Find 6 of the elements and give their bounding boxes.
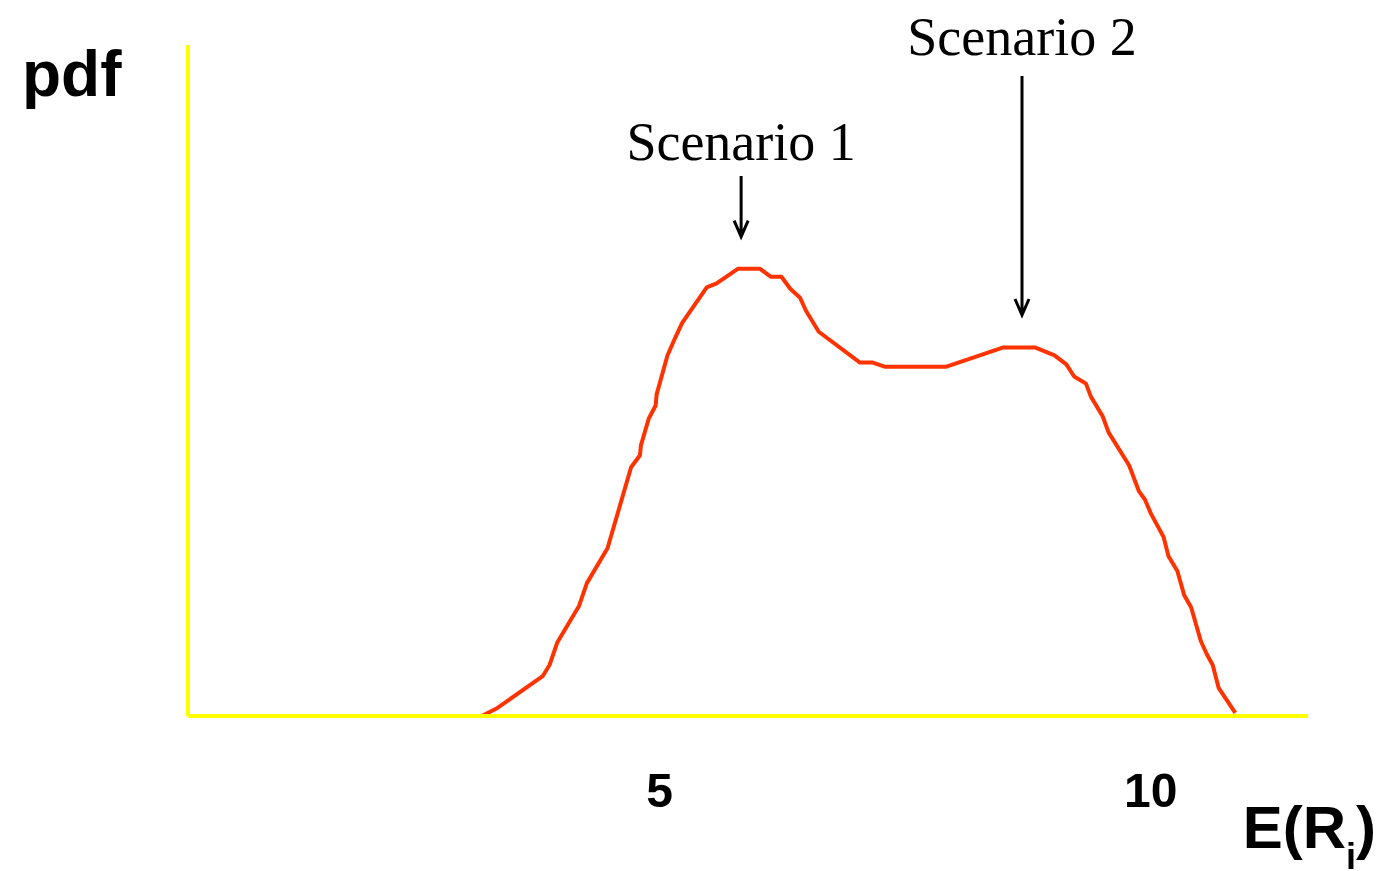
x-tick-label: 5 [646, 763, 673, 817]
x-tick-label: 10 [1124, 763, 1178, 817]
annotation: Scenario 1 [626, 112, 856, 172]
y-axis-title: pdf [22, 38, 123, 110]
text: Scenario 2 [907, 7, 1137, 67]
x-axis-title: E(R$_{i}$) [1242, 794, 1376, 871]
